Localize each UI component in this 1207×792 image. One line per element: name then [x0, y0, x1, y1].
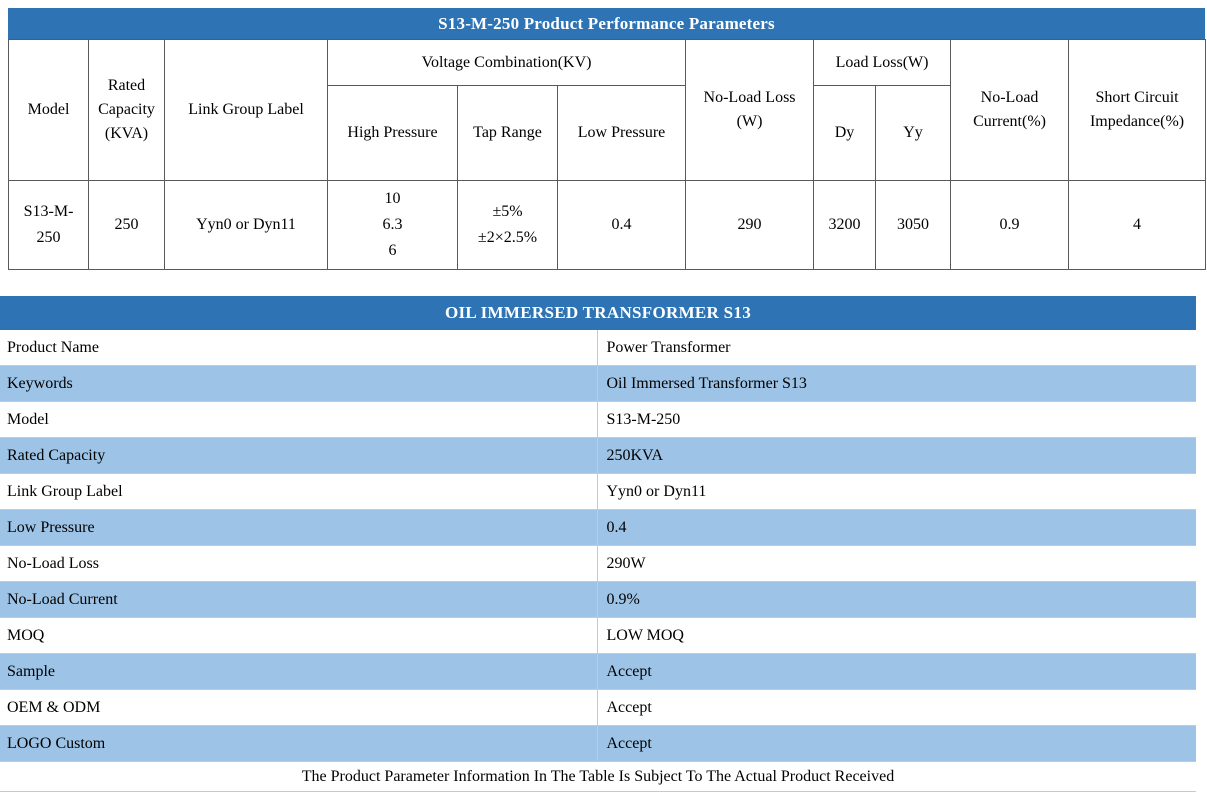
spec-table-footer-note: The Product Parameter Information In The…	[0, 762, 1196, 792]
spec-label: Sample	[0, 653, 597, 690]
col-header-short-circuit-impedance: Short Circuit Impedance(%)	[1068, 39, 1207, 181]
cell-link-group-label: Yyn0 or Dyn11	[164, 180, 328, 270]
spec-row: Keywords Oil Immersed Transformer S13	[0, 365, 1196, 402]
spec-value: Accept	[596, 725, 1196, 762]
spec-row: OEM & ODM Accept	[0, 689, 1196, 726]
col-header-load-loss: Load Loss(W)	[813, 39, 952, 86]
spec-row: MOQ LOW MOQ	[0, 617, 1196, 654]
header-sub-row: High Pressure Tap Range Low Pressure Dy …	[9, 85, 1206, 181]
spec-row: Product Name Power Transformer	[0, 330, 1196, 366]
cell-tap-range: ±5% ±2×2.5%	[457, 180, 558, 270]
spec-label: No-Load Loss	[0, 545, 597, 582]
performance-table-section: S13-M-250 Product Performance Parameters…	[8, 8, 1207, 270]
spec-value: 0.4	[596, 509, 1196, 546]
spec-table: Product Name Power Transformer Keywords …	[0, 330, 1196, 762]
spec-value: Oil Immersed Transformer S13	[596, 365, 1196, 402]
cell-low-pressure: 0.4	[556, 180, 687, 270]
cell-model: S13-M-250	[8, 180, 89, 270]
spec-value: Power Transformer	[596, 330, 1196, 366]
spec-value: Yyn0 or Dyn11	[596, 473, 1196, 510]
spec-label: Rated Capacity	[0, 437, 597, 474]
spec-row: Link Group Label Yyn0 or Dyn11	[0, 473, 1196, 510]
spec-value: S13-M-250	[596, 401, 1196, 438]
spec-label: Keywords	[0, 365, 597, 402]
col-header-low-pressure: Low Pressure	[556, 85, 687, 181]
spec-label: LOGO Custom	[0, 725, 597, 762]
performance-table: Model Rated Capacity (KVA) Link Group La…	[8, 39, 1207, 270]
spec-table-title: OIL IMMERSED TRANSFORMER S13	[0, 296, 1196, 330]
performance-data-row: S13-M-250 250 Yyn0 or Dyn11 10 6.3 6 ±5%…	[8, 180, 1207, 270]
cell-yy: 3050	[875, 180, 952, 270]
spec-value: Accept	[596, 653, 1196, 690]
spec-row: No-Load Loss 290W	[0, 545, 1196, 582]
spec-label: No-Load Current	[0, 581, 597, 618]
cell-no-load-loss: 290	[685, 180, 815, 270]
spec-value: 290W	[596, 545, 1196, 582]
spec-label: Model	[0, 401, 597, 438]
spec-label: Link Group Label	[0, 473, 597, 510]
spec-row: Rated Capacity 250KVA	[0, 437, 1196, 474]
spec-row: No-Load Current 0.9%	[0, 581, 1196, 618]
spec-row: Model S13-M-250	[0, 401, 1196, 438]
spec-value: LOW MOQ	[596, 617, 1196, 654]
spec-label: Product Name	[0, 330, 597, 366]
performance-table-title: S13-M-250 Product Performance Parameters	[8, 8, 1205, 39]
col-header-high-pressure: High Pressure	[327, 85, 458, 181]
col-header-link-group-label: Link Group Label	[164, 39, 328, 181]
col-header-rated-capacity: Rated Capacity (KVA)	[88, 39, 165, 181]
spec-table-section: OIL IMMERSED TRANSFORMER S13 Product Nam…	[0, 296, 1196, 792]
spec-label: MOQ	[0, 617, 597, 654]
col-header-no-load-loss: No-Load Loss (W)	[685, 39, 815, 181]
spec-label: OEM & ODM	[0, 689, 597, 726]
cell-high-pressure: 10 6.3 6	[327, 180, 458, 270]
col-header-model: Model	[8, 39, 89, 181]
spec-value: Accept	[596, 689, 1196, 726]
col-header-yy: Yy	[875, 85, 952, 181]
col-header-no-load-current: No-Load Current(%)	[950, 39, 1070, 181]
header-group-row: Model Rated Capacity (KVA) Link Group La…	[8, 39, 1207, 181]
cell-rated-capacity: 250	[88, 180, 165, 270]
col-header-voltage-combination: Voltage Combination(KV)	[326, 39, 687, 86]
col-header-dy: Dy	[813, 85, 877, 181]
cell-no-load-current: 0.9	[950, 180, 1070, 270]
spec-row: LOGO Custom Accept	[0, 725, 1196, 762]
spec-row: Sample Accept	[0, 653, 1196, 690]
spec-value: 250KVA	[596, 437, 1196, 474]
spec-row: Low Pressure 0.4	[0, 509, 1196, 546]
cell-short-circuit-impedance: 4	[1068, 180, 1207, 270]
spec-value: 0.9%	[596, 581, 1196, 618]
cell-dy: 3200	[813, 180, 877, 270]
spec-label: Low Pressure	[0, 509, 597, 546]
col-header-tap-range: Tap Range	[457, 85, 558, 181]
